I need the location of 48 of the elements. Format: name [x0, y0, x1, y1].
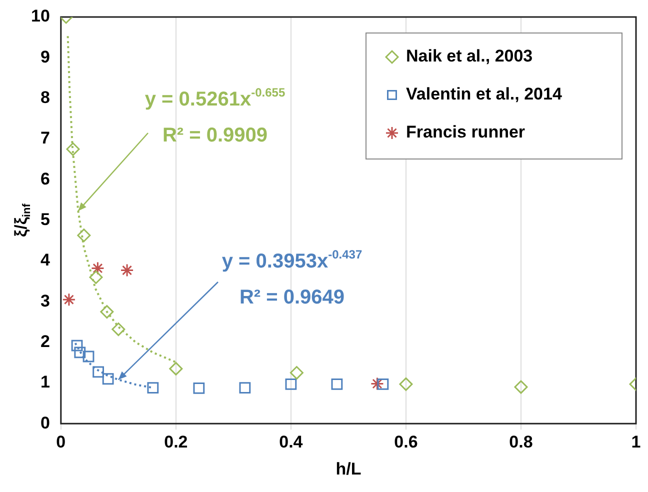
point — [90, 262, 104, 276]
point — [66, 142, 80, 156]
point — [290, 366, 304, 380]
y-tick-label: 0 — [40, 413, 50, 432]
point — [514, 380, 528, 394]
point — [370, 377, 384, 391]
point — [285, 378, 297, 390]
point — [147, 382, 159, 394]
point — [331, 378, 343, 390]
point — [100, 305, 114, 319]
y-tick-label: 10 — [30, 6, 50, 26]
x-tick-label: 0 — [56, 432, 66, 452]
point — [102, 373, 114, 385]
annotation: R² = 0.9909 — [162, 124, 268, 147]
y-tick-label: 4 — [40, 250, 50, 270]
point — [89, 270, 103, 284]
y-tick-label: 6 — [40, 169, 50, 188]
point — [71, 340, 83, 352]
legend-label: Francis runner — [406, 122, 526, 142]
point — [92, 366, 104, 378]
y-tick-label: 3 — [40, 291, 50, 310]
x-tick-label: 0.6 — [394, 432, 418, 452]
point — [377, 378, 389, 390]
point — [193, 382, 205, 394]
y-tick-label: 7 — [40, 128, 50, 148]
x-tick-label: 0.4 — [279, 432, 304, 452]
legend-label: Naik et al., 2003 — [406, 46, 533, 66]
y-tick-label: 9 — [40, 47, 50, 66]
y-tick-label: 1 — [40, 372, 50, 392]
y-axis-title: ξ/ξinf — [12, 203, 34, 237]
point — [120, 264, 134, 278]
x-tick-label: 1 — [631, 432, 641, 452]
point — [169, 362, 183, 376]
point — [112, 322, 126, 336]
y-tick-label: 8 — [40, 88, 50, 108]
y-tick-label: 2 — [40, 332, 50, 351]
x-tick-label: 0.8 — [509, 432, 533, 452]
point — [82, 350, 94, 362]
point — [77, 228, 91, 242]
annotation: R² = 0.9649 — [239, 286, 345, 309]
point — [62, 292, 76, 306]
legend-label: Valentin et al., 2014 — [406, 84, 562, 104]
y-tick-label: 5 — [40, 210, 50, 229]
point — [399, 377, 413, 391]
point — [239, 382, 251, 394]
x-tick-label: 0.2 — [164, 432, 188, 452]
point — [74, 346, 86, 358]
x-axis-title: h/L — [336, 460, 362, 479]
